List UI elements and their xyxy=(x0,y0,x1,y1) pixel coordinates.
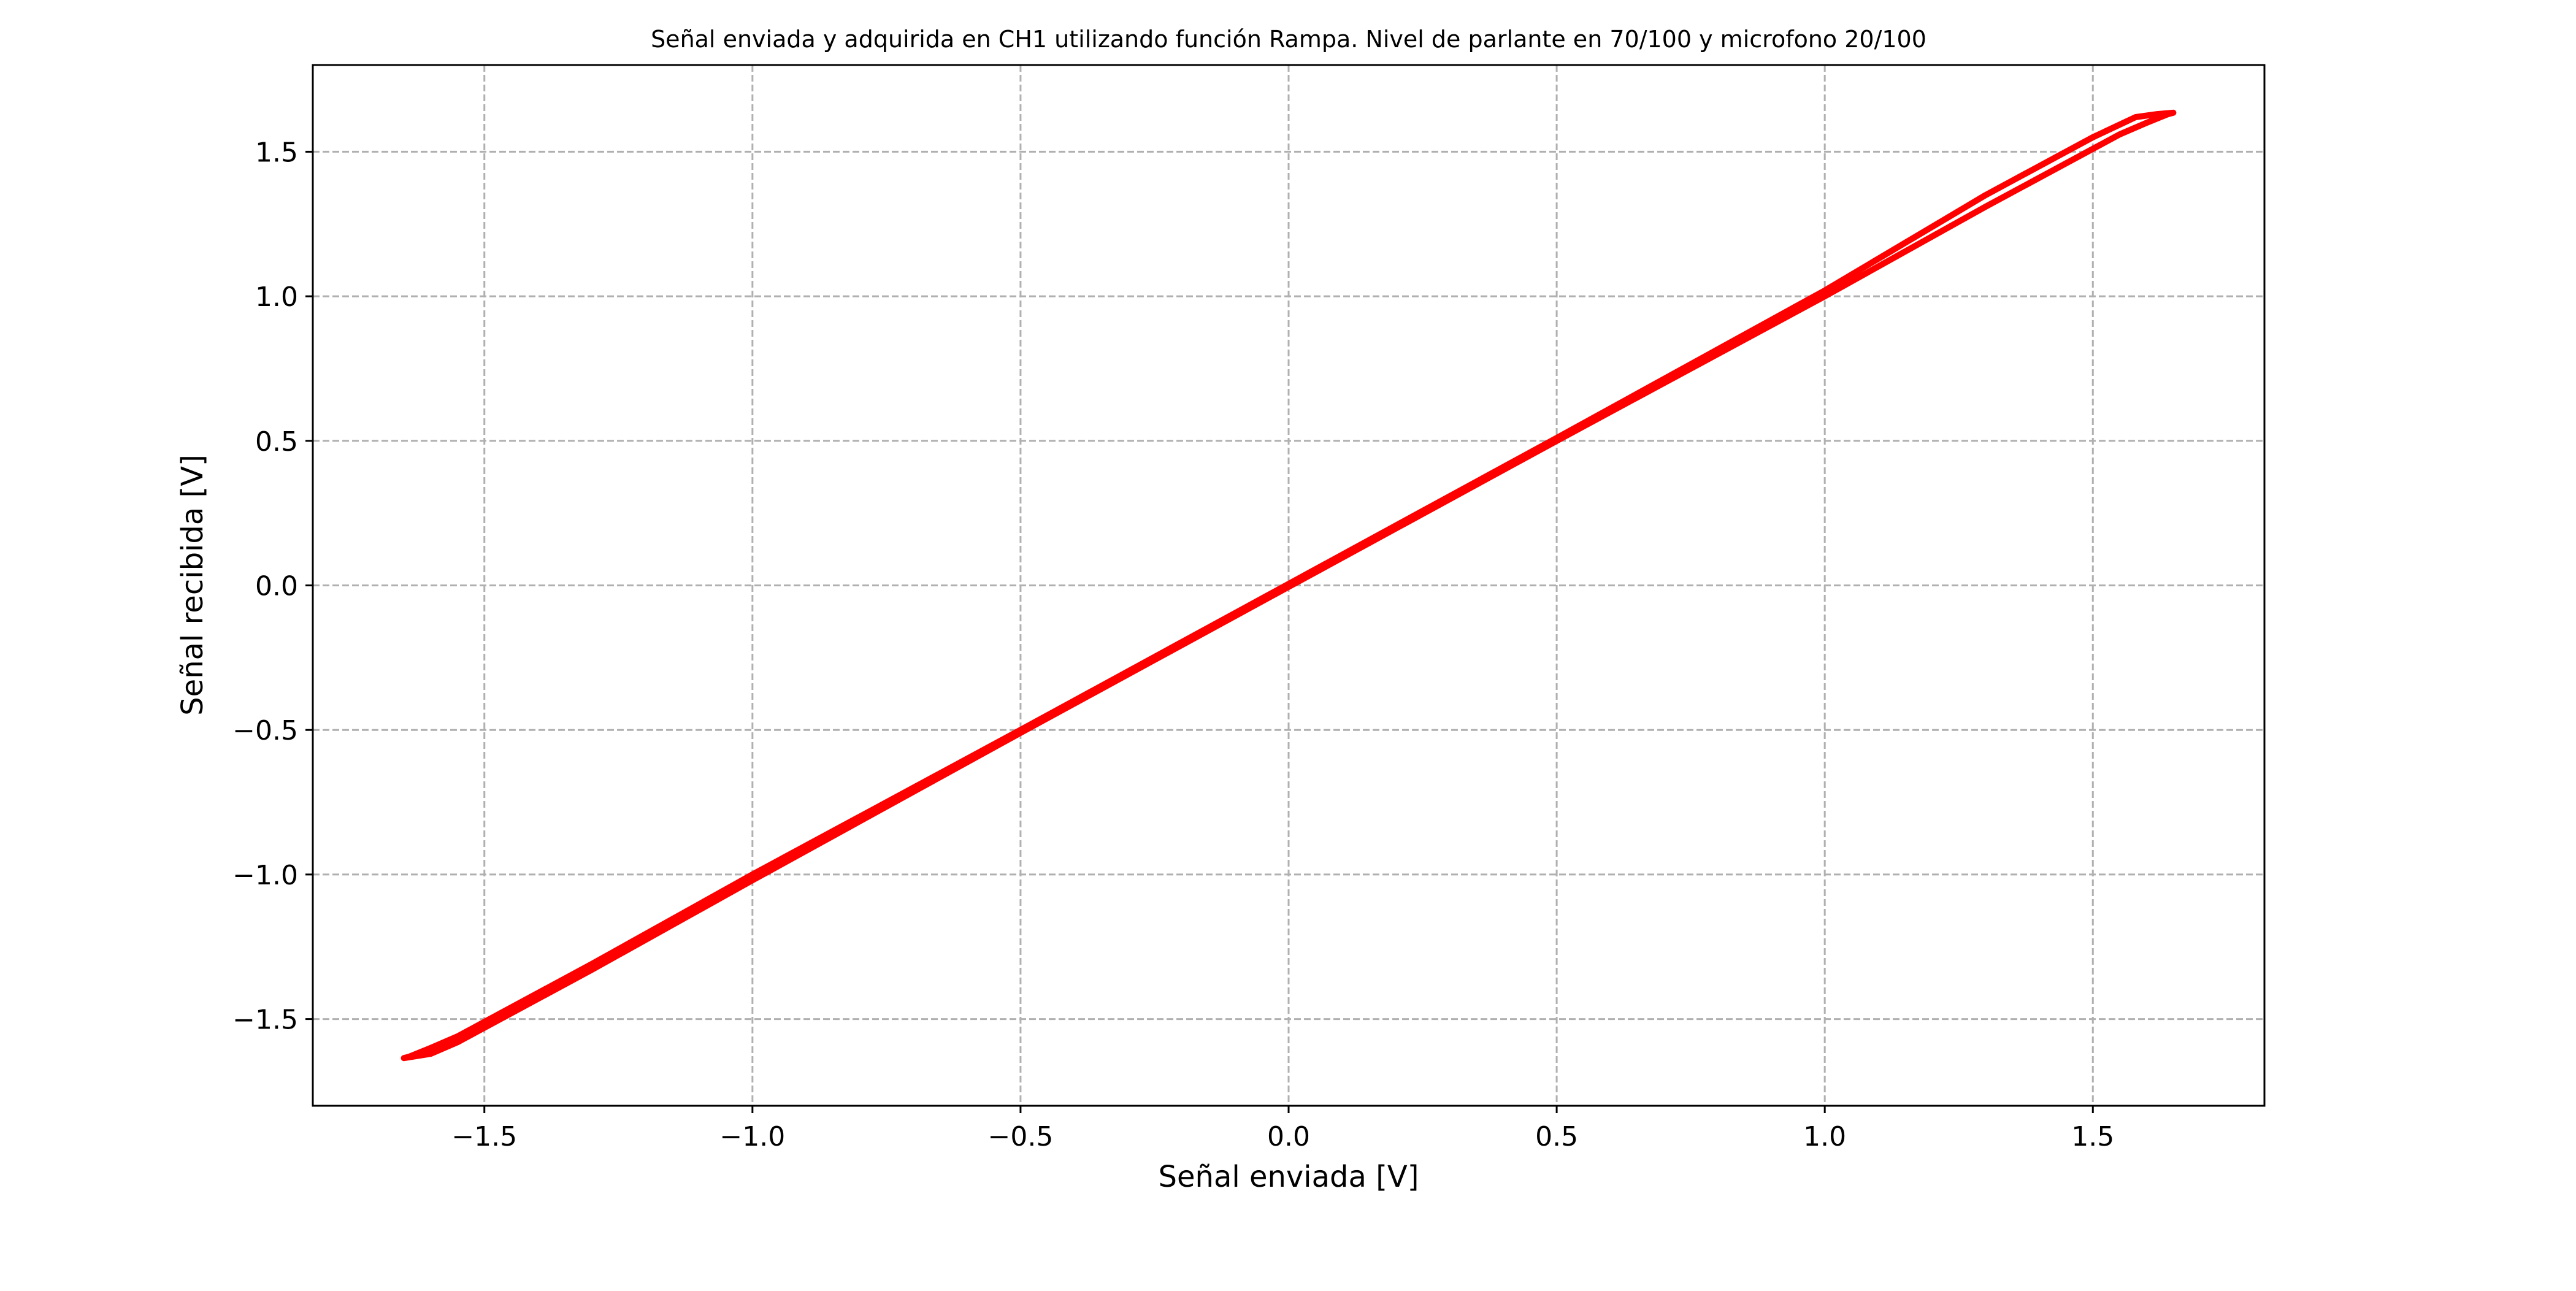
x-tick-label: 0.5 xyxy=(1535,1121,1578,1152)
x-tick-label: −1.5 xyxy=(451,1121,517,1152)
x-tick-label: 0.0 xyxy=(1267,1121,1310,1152)
y-tick-label: −0.5 xyxy=(232,715,298,746)
ticks: −1.5 −1.0 −0.5 0.0 0.5 1.0 1.5 −1.5 −1.0 −0.5 0.0 0… xyxy=(232,137,2114,1152)
x-tick-label: −0.5 xyxy=(987,1121,1053,1152)
series-line xyxy=(401,109,2177,1062)
x-tick-label: 1.5 xyxy=(2071,1121,2114,1152)
series-layer xyxy=(401,109,2177,1062)
y-tick-label: 0.5 xyxy=(255,426,298,458)
chart-title: Señal enviada y adquirida en CH1 utiliza… xyxy=(651,26,1926,53)
y-tick-label: 1.5 xyxy=(255,137,298,168)
y-tick-label: 0.0 xyxy=(255,571,298,602)
y-tick-label: 1.0 xyxy=(255,282,298,313)
x-tick-label: 1.0 xyxy=(1803,1121,1846,1152)
grid xyxy=(313,65,2264,1106)
x-axis-label: Señal enviada [V] xyxy=(1159,1160,1419,1194)
y-tick-label: −1.5 xyxy=(232,1005,298,1036)
x-tick-label: −1.0 xyxy=(719,1121,785,1152)
y-tick-label: −1.0 xyxy=(232,860,298,891)
y-axis-label: Señal recibida [V] xyxy=(175,454,210,716)
